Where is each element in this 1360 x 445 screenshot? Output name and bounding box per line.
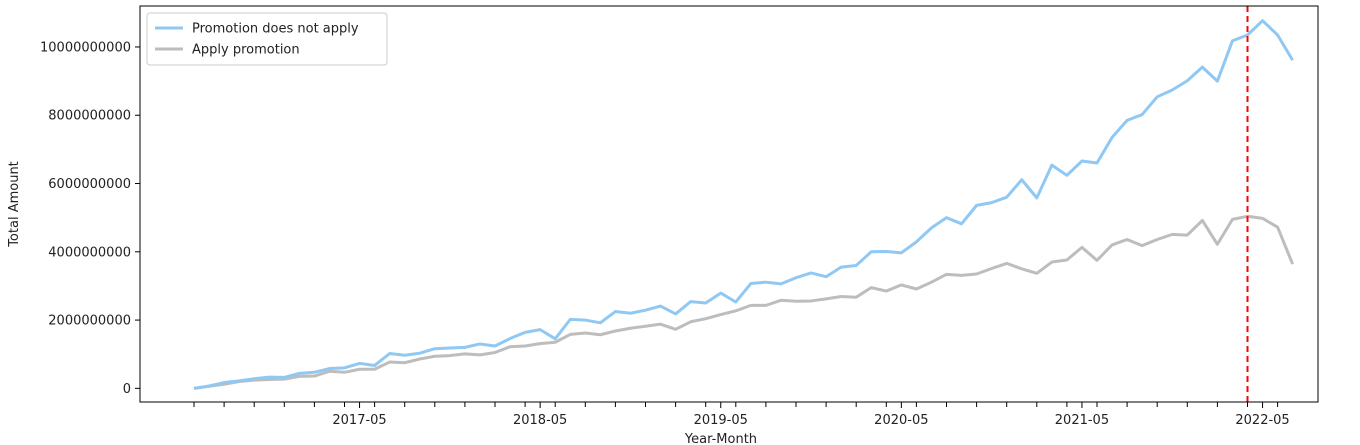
x-tick-label: 2018-05 <box>513 413 567 428</box>
x-tick-label: 2020-05 <box>874 413 928 428</box>
legend-label-apply-promotion: Apply promotion <box>192 43 300 58</box>
y-tick-label: 8000000000 <box>48 109 131 124</box>
y-tick-label: 4000000000 <box>48 245 131 260</box>
series-line-0 <box>193 19 1294 390</box>
x-tick-label: 2019-05 <box>694 413 748 428</box>
legend-label-promotion-not-apply: Promotion does not apply <box>192 22 359 37</box>
y-tick-label: 2000000000 <box>48 314 131 329</box>
legend: Promotion does not apply Apply promotion <box>146 12 388 66</box>
plot-frame <box>139 5 1319 403</box>
y-axis-ticks: 0 2000000000 4000000000 6000000000 800000000… <box>40 40 140 397</box>
y-axis-label: Total Amount <box>7 161 22 248</box>
legend-box <box>146 12 388 66</box>
plot-area <box>193 6 1295 402</box>
x-axis-ticks: 2017-05 2018-05 2019-05 2020-05 2021-05 2022-… <box>193 402 1290 428</box>
y-tick-label: 6000000000 <box>48 177 131 192</box>
x-tick-label: 2022-05 <box>1235 413 1289 428</box>
y-tick-label: 10000000000 <box>40 40 131 55</box>
y-tick-label: 0 <box>123 382 131 397</box>
x-tick-label: 2017-05 <box>332 413 386 428</box>
series-line-1 <box>193 214 1295 390</box>
x-tick-label: 2021-05 <box>1055 413 1109 428</box>
x-axis-label: Year-Month <box>684 432 757 445</box>
